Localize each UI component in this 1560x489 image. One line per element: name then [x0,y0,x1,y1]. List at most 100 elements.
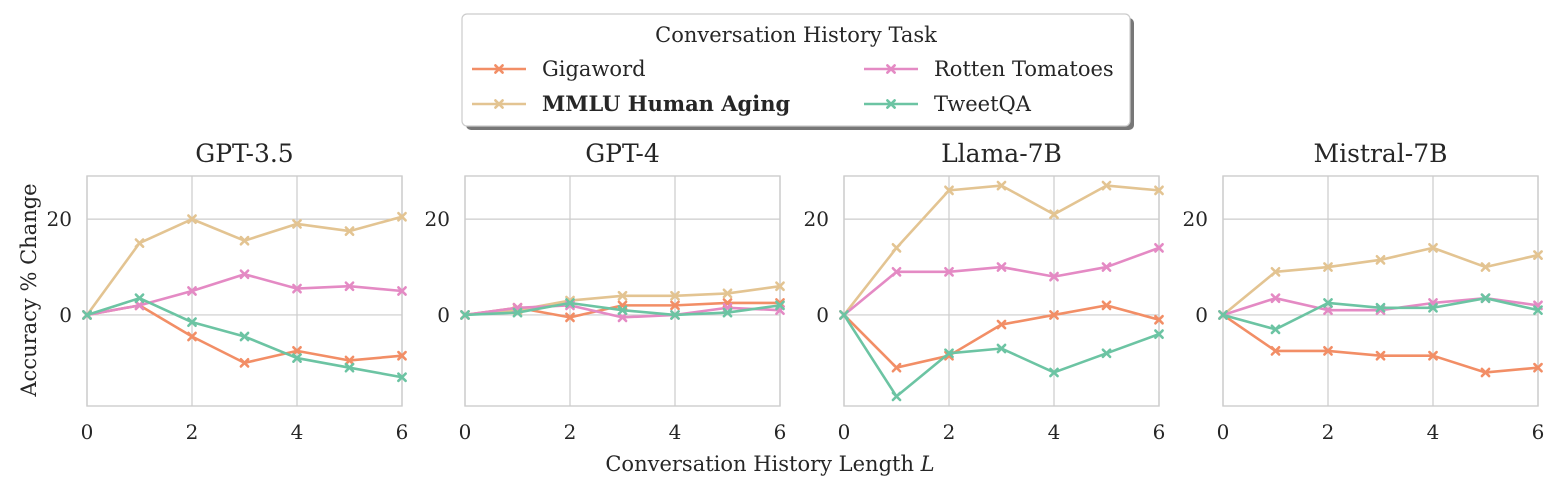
data-point [1049,367,1059,378]
legend-entry-tweetqa: TweetQA [864,92,1032,116]
data-point [839,310,849,320]
data-point [187,286,197,296]
data-point [397,211,407,222]
panel-title: Mistral-7B [1313,139,1447,168]
data-point [1270,266,1281,277]
data-point [1480,293,1491,304]
x-tick-label: 0 [81,420,94,444]
axes-frame [464,175,781,407]
data-point [344,281,355,292]
x-tick-label: 0 [1217,420,1230,444]
y-tick-label: 0 [437,303,450,327]
data-point [1154,329,1164,340]
data-point [891,266,902,277]
axes-frame [1222,175,1539,407]
panel-gpt-4: 0 2 4 6 0 20 GPT-4 [425,139,787,444]
data-point [775,281,785,292]
data-point [1533,362,1543,373]
data-point [187,317,197,328]
data-point [1323,345,1333,356]
data-point [565,298,575,308]
y-tick-label: 0 [1195,303,1208,327]
x-tick-label: 4 [291,420,304,444]
data-point [134,293,145,304]
legend-frame [461,13,1131,127]
data-point [891,362,902,373]
data-point [1428,350,1438,361]
data-point [1270,293,1281,304]
data-point [617,305,628,316]
series-mmlu-human-aging [82,211,407,320]
data-point [670,290,680,301]
series-line [86,304,403,365]
series-line [842,314,1160,398]
axes-frame [843,175,1160,407]
data-point [344,362,355,373]
data-point [344,226,355,237]
data-point [512,307,523,318]
data-point [1049,209,1059,220]
panel-title: GPT-4 [585,139,660,168]
data-point [1533,305,1543,316]
data-point [996,319,1007,330]
x-tick-label: 6 [396,420,409,444]
data-point [1101,180,1112,191]
series-line [1222,296,1539,331]
data-point [1480,262,1491,272]
series-tweetqa [82,293,407,383]
data-point [1323,305,1333,316]
data-point [239,269,250,280]
data-point [944,266,954,277]
data-point [1101,262,1112,272]
data-point [1375,302,1386,313]
y-tick-label: 20 [1183,207,1208,231]
panel-llama-7b: 0 2 4 6 0 20 Llama-7B [804,139,1166,444]
data-point [1154,242,1164,253]
data-point [460,310,470,320]
x-tick-label: 6 [1532,420,1545,444]
data-point [617,290,628,301]
series-line [843,246,1160,316]
data-point [775,300,785,311]
x-tick-label: 4 [1048,420,1061,444]
series-gigaword [1218,310,1543,378]
data-point [1375,254,1386,265]
data-point [1533,250,1543,260]
series-rotten-tomatoes [839,242,1164,320]
legend-marker [886,64,896,74]
x-tick-label: 2 [1322,420,1335,444]
series-tweetqa [460,298,785,320]
legend-label: MMLU Human Aging [542,91,790,116]
data-point [1428,302,1438,313]
x-tick-label: 0 [459,420,472,444]
data-point [1323,298,1333,308]
x-tick-label: 0 [838,420,851,444]
data-point [1480,367,1491,378]
data-point [996,180,1007,191]
data-point [134,238,145,248]
legend-marker [494,99,504,109]
legend-label: TweetQA [934,92,1032,116]
data-point [239,235,250,246]
data-point [722,288,733,299]
legend-marker [886,99,896,109]
data-point [996,262,1007,272]
data-point [617,312,628,323]
legend-label: Gigaword [542,57,646,81]
data-point [397,350,407,361]
data-point [1049,271,1059,282]
data-point [187,331,197,342]
legend-label: Rotten Tomatoes [934,57,1114,81]
data-point [891,242,902,253]
y-tick-label: 0 [816,303,829,327]
y-axis-label: Accuracy % Change [17,183,41,397]
panel-title: Llama-7B [941,139,1062,168]
series-line [1222,246,1539,316]
data-point [239,331,250,342]
data-point [292,219,302,229]
data-point [1101,300,1112,311]
x-tick-label: 2 [186,420,199,444]
data-point [292,345,302,356]
data-point [239,357,250,368]
